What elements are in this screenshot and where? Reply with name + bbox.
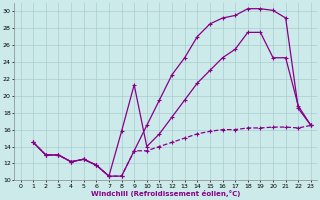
X-axis label: Windchill (Refroidissement éolien,°C): Windchill (Refroidissement éolien,°C) [91, 190, 240, 197]
